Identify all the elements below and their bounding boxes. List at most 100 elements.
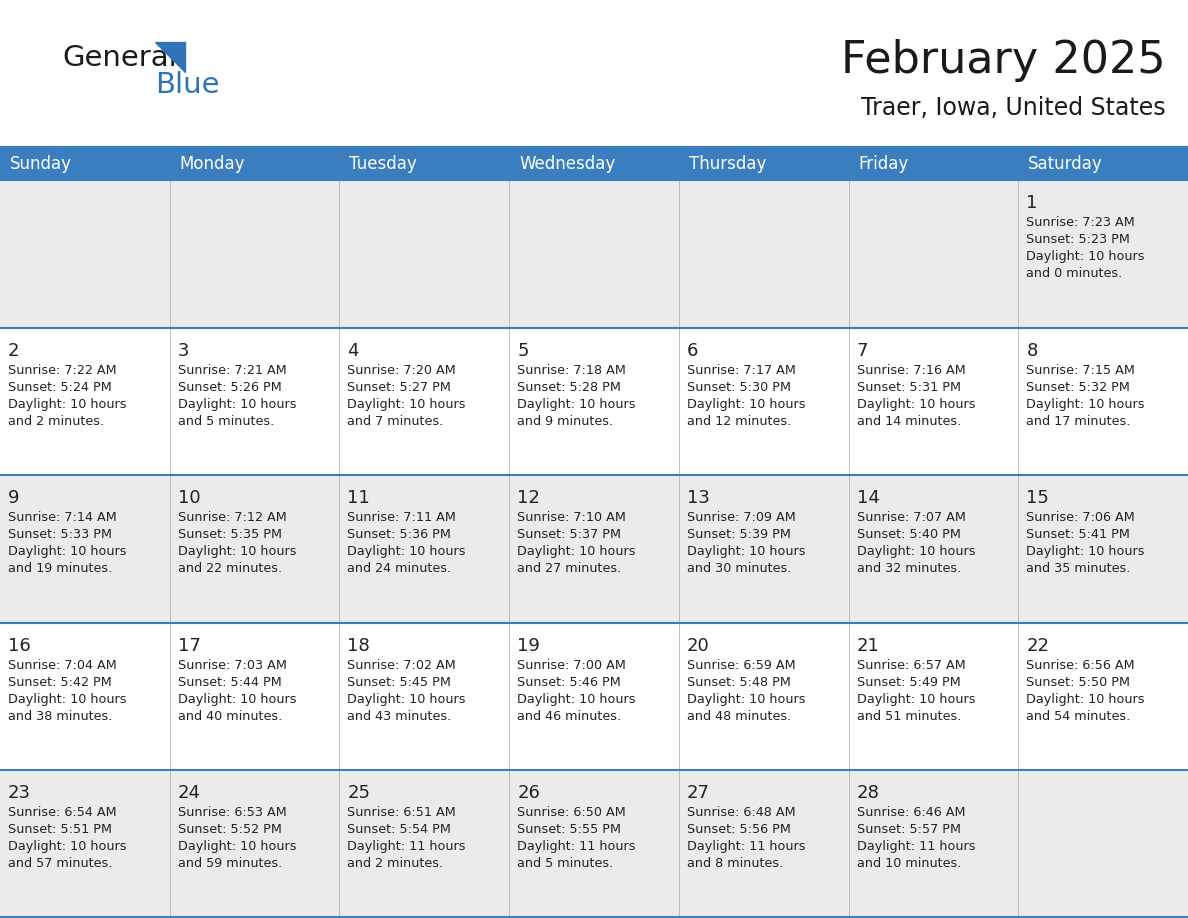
Text: and 30 minutes.: and 30 minutes. xyxy=(687,562,791,576)
Text: and 40 minutes.: and 40 minutes. xyxy=(178,710,282,722)
Text: Sunset: 5:35 PM: Sunset: 5:35 PM xyxy=(178,528,282,542)
Text: Daylight: 10 hours: Daylight: 10 hours xyxy=(517,693,636,706)
Text: Daylight: 10 hours: Daylight: 10 hours xyxy=(347,397,466,410)
Text: 14: 14 xyxy=(857,489,879,508)
Bar xyxy=(848,148,1018,180)
Text: Sunset: 5:42 PM: Sunset: 5:42 PM xyxy=(8,676,112,688)
Text: Sunset: 5:51 PM: Sunset: 5:51 PM xyxy=(8,823,112,836)
Text: and 22 minutes.: and 22 minutes. xyxy=(178,562,282,576)
Text: Sunrise: 7:14 AM: Sunrise: 7:14 AM xyxy=(8,511,116,524)
Text: and 38 minutes.: and 38 minutes. xyxy=(8,710,113,722)
Text: Sunset: 5:46 PM: Sunset: 5:46 PM xyxy=(517,676,621,688)
Text: Daylight: 10 hours: Daylight: 10 hours xyxy=(687,545,805,558)
Bar xyxy=(510,148,678,180)
Text: Sunrise: 7:20 AM: Sunrise: 7:20 AM xyxy=(347,364,456,376)
Text: and 59 minutes.: and 59 minutes. xyxy=(178,857,282,870)
Text: 26: 26 xyxy=(517,784,541,802)
Text: 22: 22 xyxy=(1026,637,1049,655)
Text: Sunset: 5:26 PM: Sunset: 5:26 PM xyxy=(178,381,282,394)
Text: Wednesday: Wednesday xyxy=(519,155,615,173)
Text: and 9 minutes.: and 9 minutes. xyxy=(517,415,613,428)
Polygon shape xyxy=(154,42,185,72)
Text: Sunrise: 6:59 AM: Sunrise: 6:59 AM xyxy=(687,659,796,672)
Text: and 51 minutes.: and 51 minutes. xyxy=(857,710,961,722)
Text: 1: 1 xyxy=(1026,194,1037,212)
Text: Daylight: 10 hours: Daylight: 10 hours xyxy=(347,693,466,706)
Text: Tuesday: Tuesday xyxy=(349,155,417,173)
Text: Sunrise: 7:07 AM: Sunrise: 7:07 AM xyxy=(857,511,966,524)
Text: 28: 28 xyxy=(857,784,879,802)
Text: and 48 minutes.: and 48 minutes. xyxy=(687,710,791,722)
Text: General: General xyxy=(62,44,177,72)
Text: Sunset: 5:55 PM: Sunset: 5:55 PM xyxy=(517,823,621,836)
Text: Daylight: 10 hours: Daylight: 10 hours xyxy=(1026,693,1145,706)
Text: and 32 minutes.: and 32 minutes. xyxy=(857,562,961,576)
Text: Sunrise: 7:21 AM: Sunrise: 7:21 AM xyxy=(178,364,286,376)
Text: Daylight: 11 hours: Daylight: 11 hours xyxy=(347,840,466,854)
Bar xyxy=(0,148,170,180)
Bar xyxy=(0,328,1188,476)
Text: Daylight: 11 hours: Daylight: 11 hours xyxy=(687,840,805,854)
Text: 21: 21 xyxy=(857,637,879,655)
Text: Daylight: 10 hours: Daylight: 10 hours xyxy=(347,545,466,558)
Text: 19: 19 xyxy=(517,637,541,655)
Text: Saturday: Saturday xyxy=(1029,155,1102,173)
Text: 16: 16 xyxy=(8,637,31,655)
Text: Daylight: 10 hours: Daylight: 10 hours xyxy=(857,545,975,558)
Text: Thursday: Thursday xyxy=(689,155,766,173)
Text: Daylight: 10 hours: Daylight: 10 hours xyxy=(1026,397,1145,410)
Text: 6: 6 xyxy=(687,341,699,360)
Text: and 17 minutes.: and 17 minutes. xyxy=(1026,415,1131,428)
Text: and 5 minutes.: and 5 minutes. xyxy=(178,415,274,428)
Text: and 8 minutes.: and 8 minutes. xyxy=(687,857,783,870)
Bar xyxy=(0,180,1188,328)
Text: Sunrise: 7:23 AM: Sunrise: 7:23 AM xyxy=(1026,216,1135,229)
Text: Sunset: 5:50 PM: Sunset: 5:50 PM xyxy=(1026,676,1130,688)
Text: Sunrise: 6:54 AM: Sunrise: 6:54 AM xyxy=(8,806,116,820)
Text: Sunrise: 6:51 AM: Sunrise: 6:51 AM xyxy=(347,806,456,820)
Text: Sunrise: 7:16 AM: Sunrise: 7:16 AM xyxy=(857,364,966,376)
Text: Sunset: 5:45 PM: Sunset: 5:45 PM xyxy=(347,676,451,688)
Text: Daylight: 10 hours: Daylight: 10 hours xyxy=(517,545,636,558)
Text: Sunset: 5:23 PM: Sunset: 5:23 PM xyxy=(1026,233,1130,246)
Text: Sunrise: 7:09 AM: Sunrise: 7:09 AM xyxy=(687,511,796,524)
Text: 4: 4 xyxy=(347,341,359,360)
Text: Daylight: 11 hours: Daylight: 11 hours xyxy=(857,840,975,854)
Text: and 12 minutes.: and 12 minutes. xyxy=(687,415,791,428)
Text: 17: 17 xyxy=(178,637,201,655)
Bar xyxy=(678,148,848,180)
Text: 15: 15 xyxy=(1026,489,1049,508)
Text: Sunset: 5:36 PM: Sunset: 5:36 PM xyxy=(347,528,451,542)
Text: and 14 minutes.: and 14 minutes. xyxy=(857,415,961,428)
Text: Sunset: 5:52 PM: Sunset: 5:52 PM xyxy=(178,823,282,836)
Text: Daylight: 10 hours: Daylight: 10 hours xyxy=(687,693,805,706)
Text: Sunset: 5:49 PM: Sunset: 5:49 PM xyxy=(857,676,960,688)
Text: and 0 minutes.: and 0 minutes. xyxy=(1026,267,1123,280)
Text: Daylight: 10 hours: Daylight: 10 hours xyxy=(178,840,296,854)
Text: Sunrise: 6:56 AM: Sunrise: 6:56 AM xyxy=(1026,659,1135,672)
Text: Sunday: Sunday xyxy=(10,155,72,173)
Text: Daylight: 10 hours: Daylight: 10 hours xyxy=(8,397,126,410)
Text: Sunrise: 7:18 AM: Sunrise: 7:18 AM xyxy=(517,364,626,376)
Text: 24: 24 xyxy=(178,784,201,802)
Text: Sunrise: 7:22 AM: Sunrise: 7:22 AM xyxy=(8,364,116,376)
Text: Sunrise: 7:12 AM: Sunrise: 7:12 AM xyxy=(178,511,286,524)
Text: Daylight: 10 hours: Daylight: 10 hours xyxy=(178,693,296,706)
Text: Sunset: 5:37 PM: Sunset: 5:37 PM xyxy=(517,528,621,542)
Bar xyxy=(0,476,1188,622)
Text: 12: 12 xyxy=(517,489,541,508)
Bar xyxy=(170,148,340,180)
Text: Sunset: 5:30 PM: Sunset: 5:30 PM xyxy=(687,381,791,394)
Text: 9: 9 xyxy=(8,489,19,508)
Text: Sunset: 5:44 PM: Sunset: 5:44 PM xyxy=(178,676,282,688)
Text: Sunrise: 6:48 AM: Sunrise: 6:48 AM xyxy=(687,806,796,820)
Text: Sunset: 5:56 PM: Sunset: 5:56 PM xyxy=(687,823,791,836)
Text: Sunrise: 7:00 AM: Sunrise: 7:00 AM xyxy=(517,659,626,672)
Text: 3: 3 xyxy=(178,341,189,360)
Text: and 35 minutes.: and 35 minutes. xyxy=(1026,562,1131,576)
Text: Daylight: 10 hours: Daylight: 10 hours xyxy=(8,840,126,854)
Text: and 2 minutes.: and 2 minutes. xyxy=(347,857,443,870)
Bar xyxy=(1018,148,1188,180)
Text: Daylight: 10 hours: Daylight: 10 hours xyxy=(1026,545,1145,558)
Text: 11: 11 xyxy=(347,489,371,508)
